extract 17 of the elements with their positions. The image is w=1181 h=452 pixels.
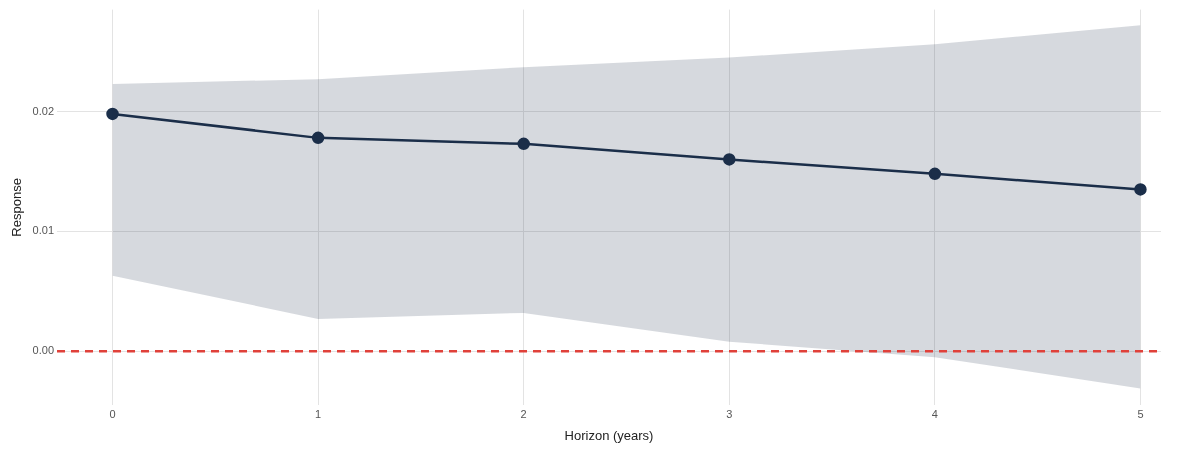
y-axis-title: Response bbox=[9, 178, 25, 237]
x-tick-label: 0 bbox=[109, 407, 116, 420]
x-tick-label: 1 bbox=[315, 407, 322, 420]
y-tick-label: 0.01 bbox=[32, 224, 55, 237]
x-tick-label: 5 bbox=[1137, 407, 1144, 420]
x-tick-label: 3 bbox=[726, 407, 733, 420]
point bbox=[311, 131, 325, 145]
point bbox=[1134, 183, 1147, 196]
point bbox=[517, 137, 530, 151]
point bbox=[723, 153, 736, 166]
x-tick-label: 4 bbox=[931, 407, 938, 420]
x-axis-title: Horizon (years) bbox=[564, 427, 654, 443]
point bbox=[106, 107, 119, 121]
point bbox=[928, 167, 942, 181]
x-tick-label: 2 bbox=[520, 407, 527, 420]
y-tick-label: 0.00 bbox=[32, 344, 55, 357]
y-tick-label: 0.02 bbox=[32, 104, 55, 117]
